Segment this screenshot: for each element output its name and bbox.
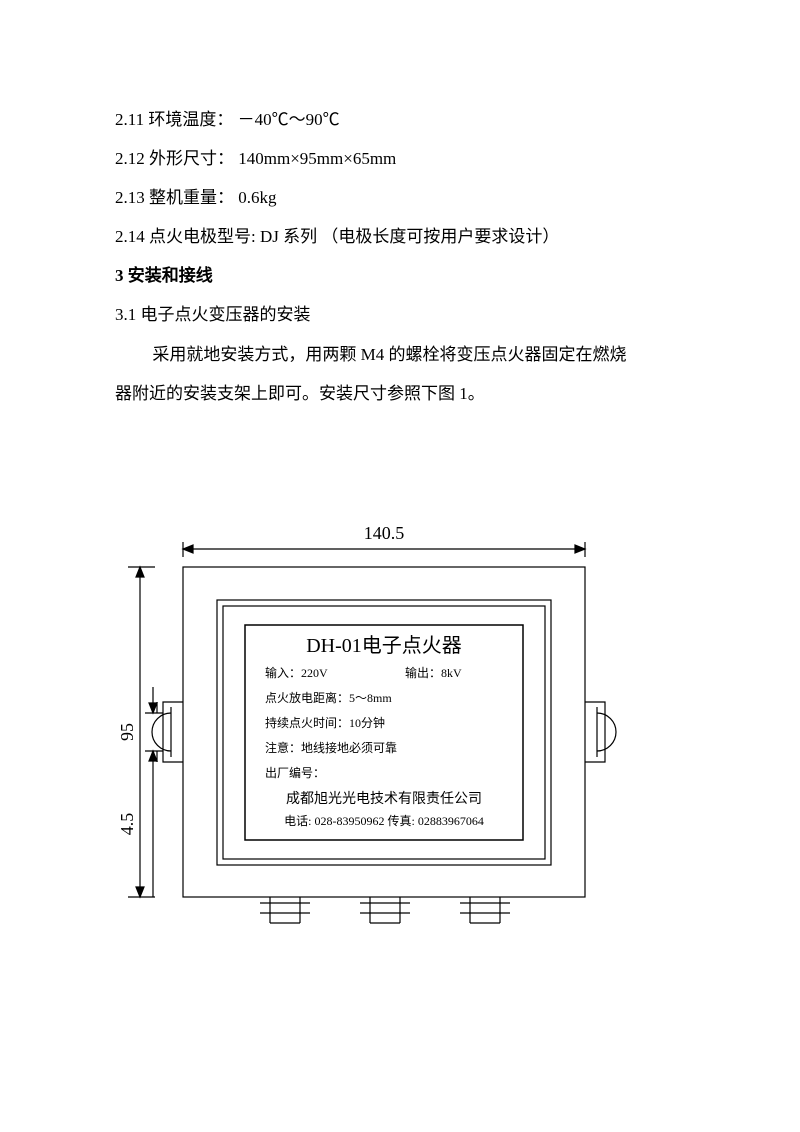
body-line-2: 器附近的安装支架上即可。安装尺寸参照下图 1。 <box>115 374 705 413</box>
dim-height-label: 95 <box>117 723 137 741</box>
label-note: 注意：地线接地必须可靠 <box>265 740 397 755</box>
spec-2-12: 2.12 外形尺寸： 140mm×95mm×65mm <box>115 139 705 178</box>
spec-2-11: 2.11 环境温度： －40℃～90℃ <box>115 100 705 139</box>
label-input: 输入：220V <box>265 665 328 680</box>
label-title: DH-01电子点火器 <box>306 634 462 657</box>
label-duration: 持续点火时间：10分钟 <box>265 715 385 730</box>
spec-3-1: 3.1 电子点火变压器的安装 <box>115 295 705 334</box>
spec-2-14: 2.14 点火电极型号: DJ 系列 （电极长度可按用户要求设计） <box>115 217 705 256</box>
spec-2-13: 2.13 整机重量： 0.6kg <box>115 178 705 217</box>
label-contact: 电话: 028-83950962 传真: 02883967064 <box>284 813 484 828</box>
body-line-1: 采用就地安装方式，用两颗 M4 的螺栓将变压点火器固定在燃烧 <box>115 335 705 374</box>
label-company: 成都旭光光电技术有限责任公司 <box>286 791 482 807</box>
label-serial: 出厂编号： <box>265 765 325 780</box>
dim-slot-label: 4.5 <box>117 813 137 836</box>
document-text: 2.11 环境温度： －40℃～90℃ 2.12 外形尺寸： 140mm×95m… <box>115 100 705 413</box>
section-3-heading: 3 安装和接线 <box>115 256 705 295</box>
dim-width-label: 140.5 <box>364 523 405 543</box>
installation-diagram: 140.5 95 4.5 <box>95 507 675 1027</box>
label-output: 输出：8kV <box>405 665 462 680</box>
label-spark: 点火放电距离：5～8mm <box>265 690 392 705</box>
